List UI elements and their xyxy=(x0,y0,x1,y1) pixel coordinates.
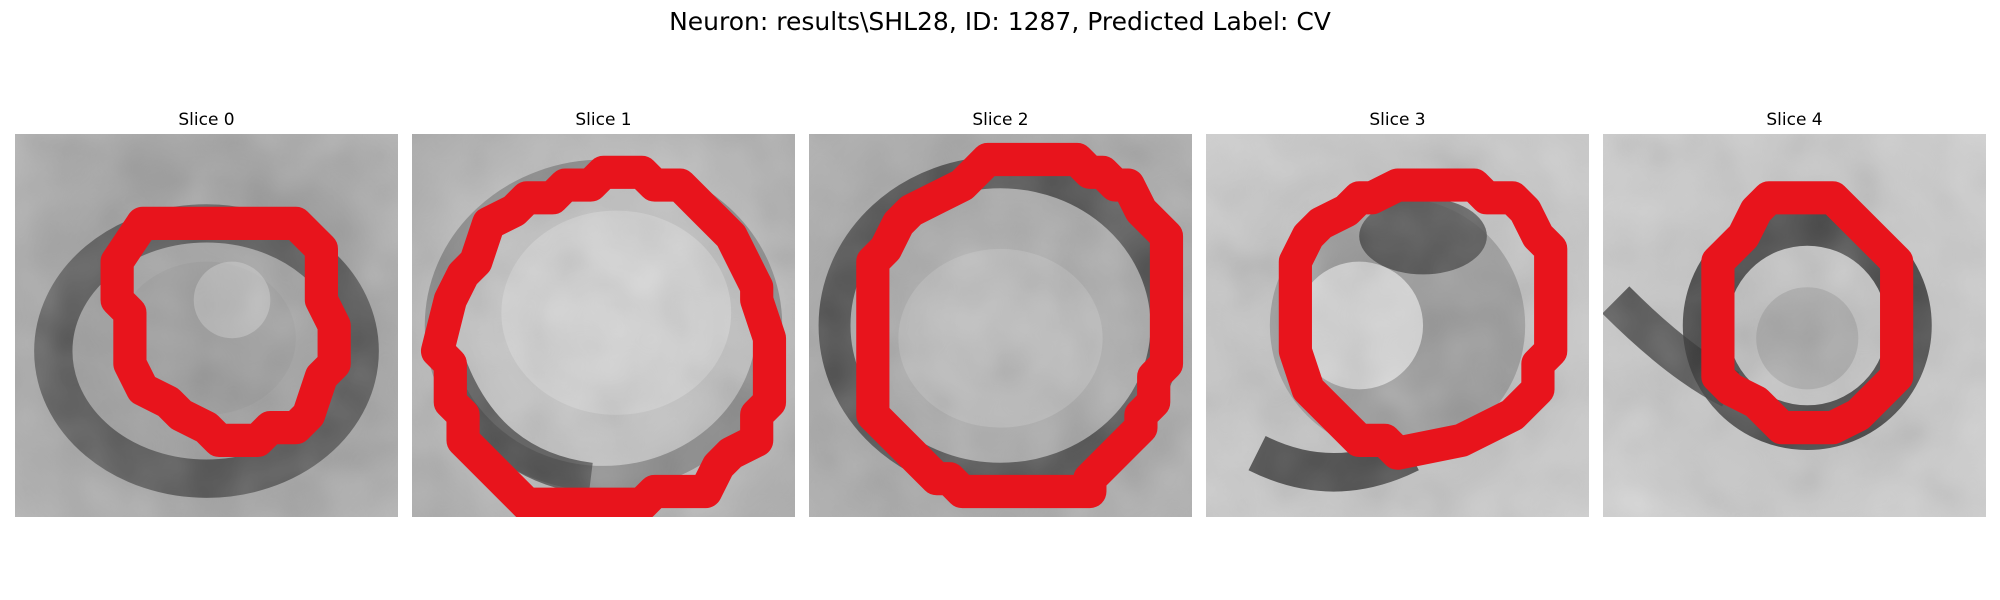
slice-panel-2: Slice 2 xyxy=(809,108,1192,520)
slice-contour-0 xyxy=(100,206,351,457)
slice-title: Slice 3 xyxy=(1369,110,1426,130)
slice-image-0 xyxy=(15,134,398,517)
slice-panel-1: Slice 1 xyxy=(412,108,795,520)
slice-title: Slice 4 xyxy=(1766,110,1823,130)
slice-panel-0: Slice 0 xyxy=(15,108,398,520)
slice-image-4 xyxy=(1603,134,1986,517)
slice-contour-4 xyxy=(1701,181,1914,445)
slice-panel-3: Slice 3 xyxy=(1206,108,1589,520)
slice-contour-2 xyxy=(856,142,1184,509)
slice-image-1 xyxy=(412,134,795,517)
figure-title: Neuron: results\SHL28, ID: 1287, Predict… xyxy=(669,7,1331,36)
slice-title: Slice 1 xyxy=(575,110,632,130)
slice-title: Slice 2 xyxy=(972,110,1029,130)
slice-image-3 xyxy=(1206,134,1589,517)
slice-title: Slice 0 xyxy=(178,110,235,130)
slice-panel-4: Slice 4 xyxy=(1603,108,1986,520)
slice-contour-3 xyxy=(1278,168,1568,470)
slice-contour-1 xyxy=(420,155,787,517)
slice-image-2 xyxy=(809,134,1192,517)
